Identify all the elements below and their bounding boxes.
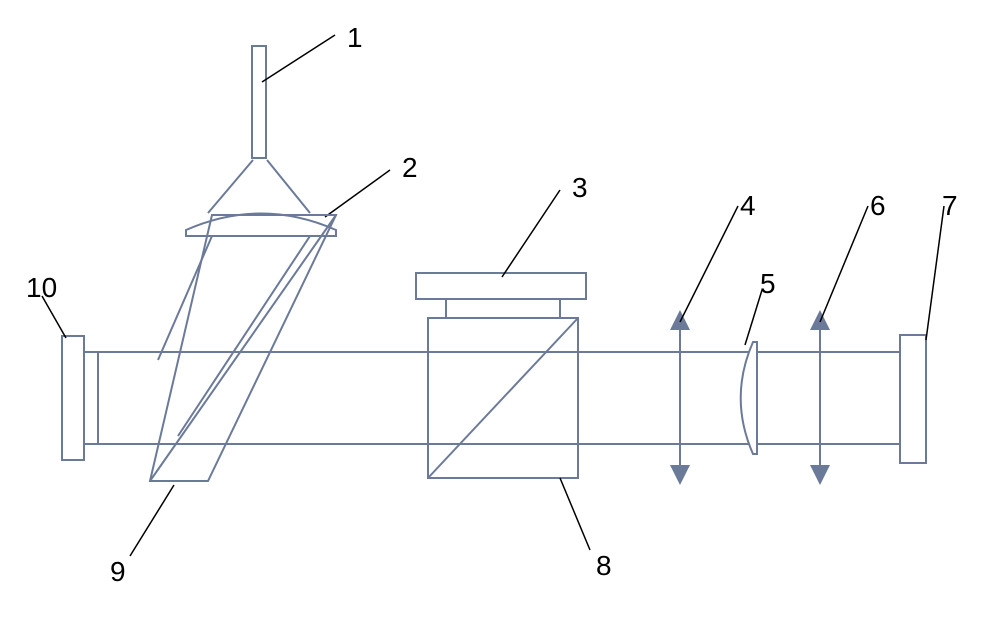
label-1: 1 [347, 22, 363, 54]
label-6: 6 [870, 190, 886, 222]
label-5: 5 [760, 268, 776, 300]
diagram-svg [0, 0, 1000, 638]
optical-diagram [0, 0, 1000, 638]
label-10: 10 [26, 272, 57, 304]
label-4: 4 [740, 190, 756, 222]
label-2: 2 [402, 152, 418, 184]
label-9: 9 [110, 556, 126, 588]
label-8: 8 [596, 550, 612, 582]
label-3: 3 [572, 172, 588, 204]
label-7: 7 [942, 190, 958, 222]
